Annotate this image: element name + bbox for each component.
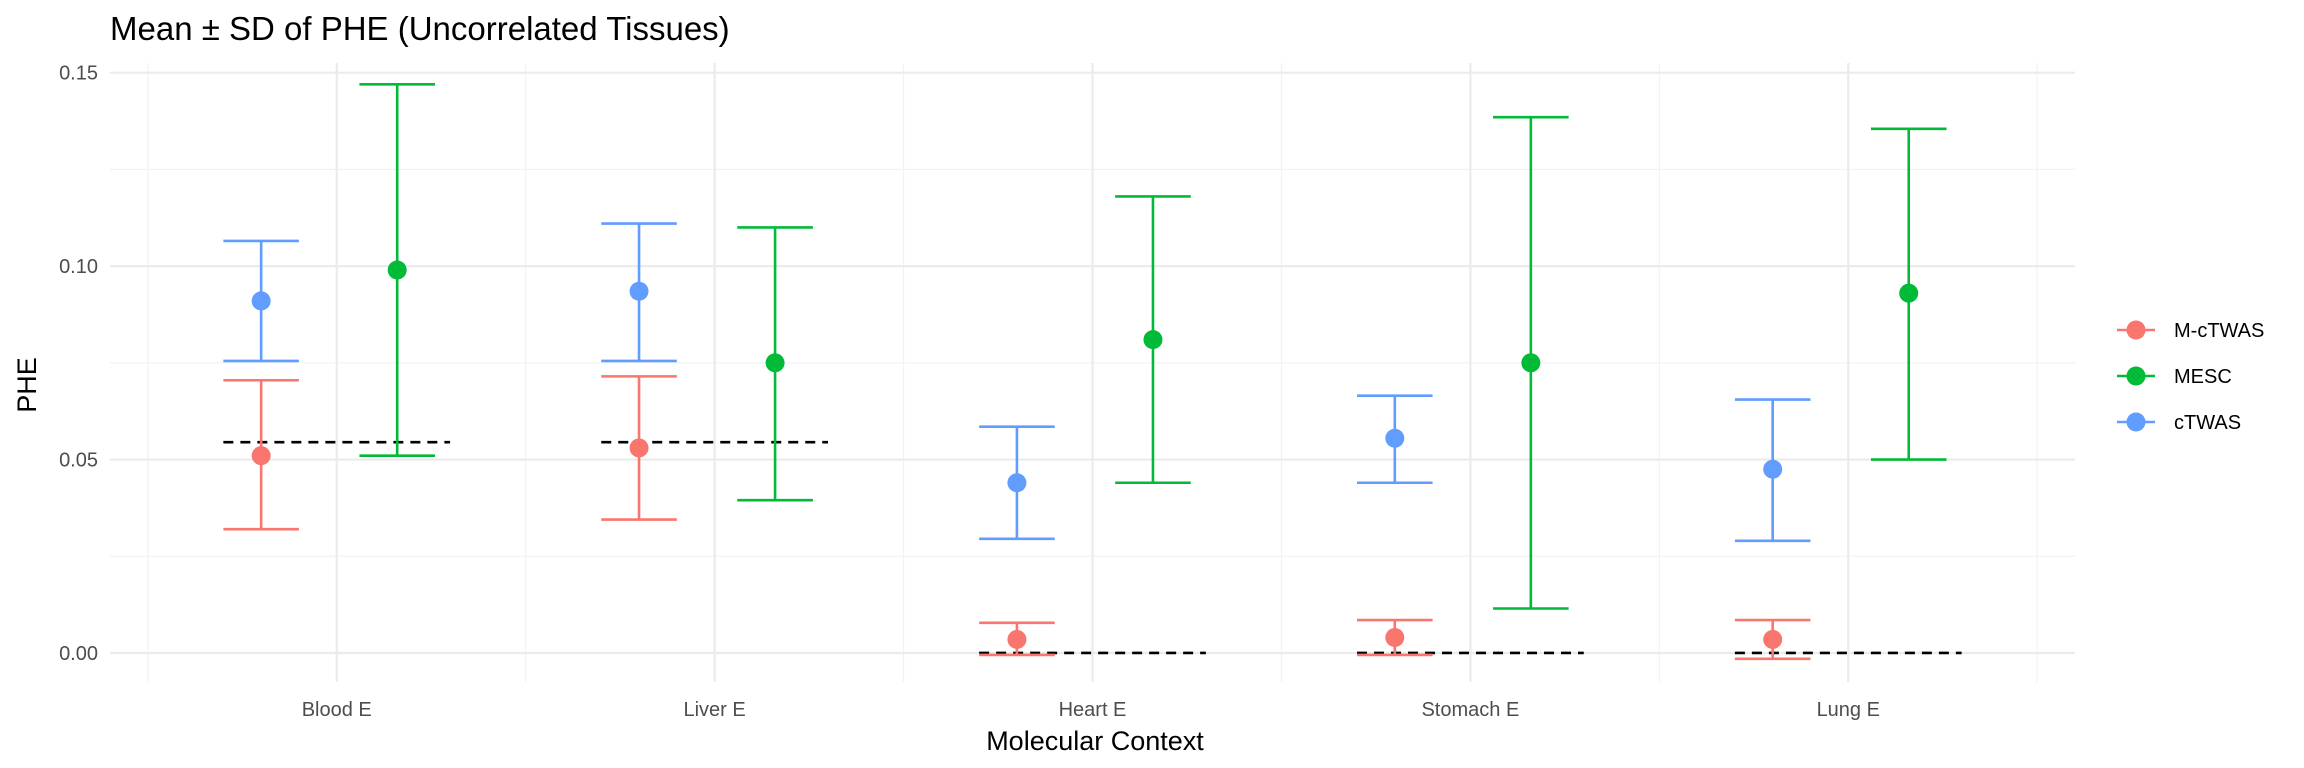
series-mesc — [359, 82, 1947, 610]
x-tick-label: Liver E — [683, 699, 745, 721]
x-tick-label: Stomach E — [1421, 699, 1519, 721]
y-tick-label: 0.05 — [59, 450, 98, 472]
data-point — [1899, 283, 1919, 303]
series — [223, 82, 1947, 661]
x-axis-title: Molecular Context — [986, 726, 1204, 756]
series-ctwas — [223, 222, 1811, 543]
data-point — [251, 291, 271, 311]
series-m-ctwas — [223, 375, 1811, 661]
data-point — [251, 446, 271, 466]
data-point — [1763, 459, 1783, 479]
chart-title: Mean ± SD of PHE (Uncorrelated Tissues) — [110, 10, 730, 47]
data-point — [1143, 330, 1163, 350]
data-point — [1007, 473, 1027, 493]
x-tick-label: Lung E — [1817, 699, 1880, 721]
legend: M-cTWAS MESC cTWAS — [2117, 320, 2264, 434]
y-tick-label: 0.15 — [59, 63, 98, 85]
legend-key-point — [2126, 412, 2146, 432]
legend-label: MESC — [2174, 366, 2232, 388]
y-axis-title: PHE — [12, 357, 42, 413]
data-point — [765, 353, 785, 373]
y-tick-label: 0.00 — [59, 643, 98, 665]
data-point — [1385, 628, 1405, 648]
data-point — [1007, 629, 1027, 649]
y-tick-label: 0.10 — [59, 256, 98, 278]
data-point — [629, 438, 649, 458]
y-axis-ticks: 0.00 0.05 0.10 0.15 — [59, 63, 98, 665]
legend-label: M-cTWAS — [2174, 320, 2264, 342]
legend-key-point — [2126, 366, 2146, 386]
data-point — [1521, 353, 1541, 373]
legend-label: cTWAS — [2174, 412, 2241, 434]
data-point — [629, 281, 649, 301]
data-point — [1385, 428, 1405, 448]
data-point — [387, 260, 407, 280]
data-point — [1763, 629, 1783, 649]
x-tick-label: Heart E — [1059, 699, 1127, 721]
x-tick-label: Blood E — [302, 699, 372, 721]
x-axis-ticks: Blood E Liver E Heart E Stomach E Lung E — [302, 699, 1880, 721]
legend-key-point — [2126, 320, 2146, 340]
grid — [110, 63, 2075, 682]
